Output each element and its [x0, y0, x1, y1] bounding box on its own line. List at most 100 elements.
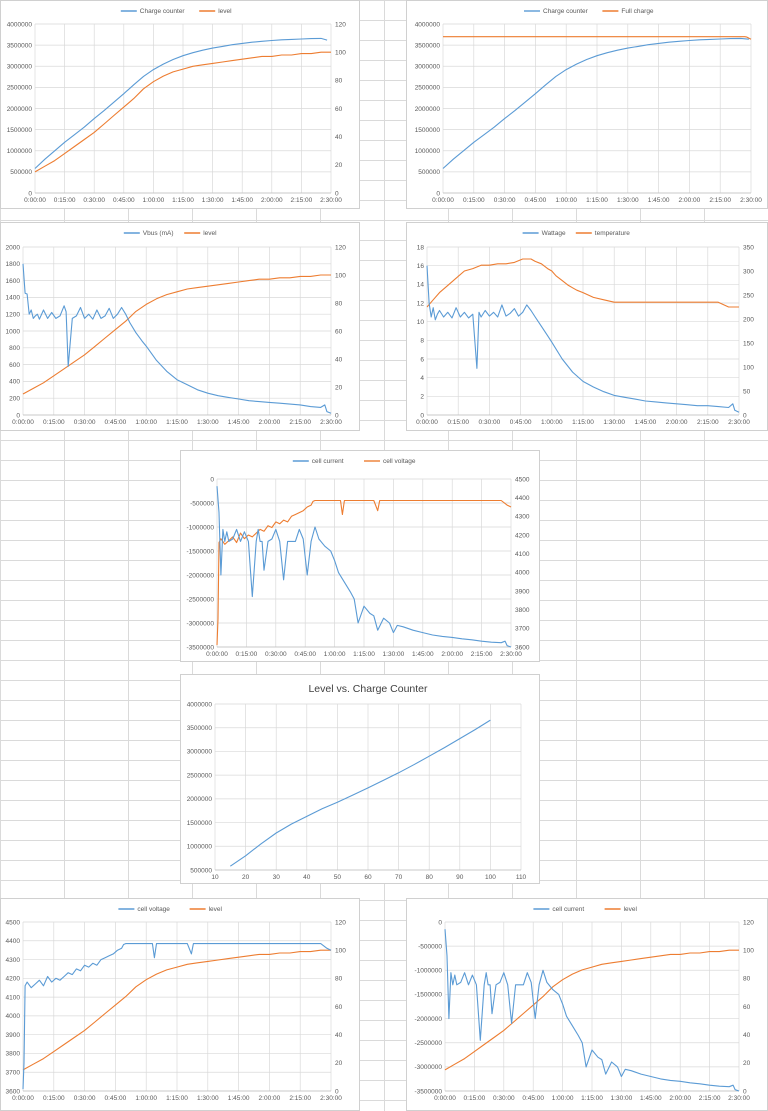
x-tick-label: 1:30:00	[197, 419, 219, 426]
series-line-charge-counter	[34, 37, 328, 169]
y-tick-label: 2000000	[187, 796, 213, 803]
y-tick-label: 3500000	[415, 42, 441, 49]
y2-tick-label: 4500	[515, 476, 530, 483]
y2-tick-label: 0	[743, 412, 747, 419]
x-tick-label: 2:15:00	[699, 1095, 721, 1102]
chart-panel-charge-counter-full-charge[interactable]: Charge counter Full charge 0 500000 1000000 1…	[406, 0, 768, 209]
y2-tick-label: 120	[335, 21, 346, 28]
x-tick-label: 1:45:00	[228, 1095, 250, 1102]
y-tick-label: 1200	[6, 312, 21, 319]
y2-tick-label: 100	[335, 49, 346, 56]
y-tick-label: 2000000	[7, 106, 33, 113]
x-tick-label: 2:00:00	[679, 197, 701, 204]
chart-panel-vbus-level[interactable]: Vbus (mA) level 0 200 400 600 800 1000 1200 1400 1…	[0, 222, 360, 431]
x-tick-label: 2:30:00	[728, 1095, 750, 1102]
series-line-cell-voltage	[22, 943, 332, 1090]
series-line-level	[22, 949, 331, 1071]
y2-tick-label: 4300	[515, 514, 530, 521]
y2-tick-label: 3900	[515, 588, 530, 595]
y2-tick-label: 4200	[515, 532, 530, 539]
x-tick-label: 1:00:00	[324, 651, 346, 658]
x-tick-label: 0:00:00	[12, 1095, 34, 1102]
x-tick-label: 1:30:00	[611, 1095, 633, 1102]
x-tick-label: 0:15:00	[43, 1095, 65, 1102]
x-tick-label: 0:45:00	[113, 197, 135, 204]
y2-tick-label: 350	[743, 244, 754, 251]
y-tick-label: 3500000	[187, 725, 213, 732]
chart-panel-wattage-temperature[interactable]: Wattage temperature 0 2 4 6 8 10 12 14 16 18 0 50 100 1…	[406, 222, 768, 431]
y-tick-label: 3700	[6, 1070, 21, 1077]
x-tick-label: 100	[485, 874, 496, 881]
x-tick-label: 2:30:00	[728, 419, 750, 426]
series-line-vbus-ma-	[22, 263, 332, 414]
y2-tick-label: 200	[743, 316, 754, 323]
chart-svg: cell current level -3500000 -3000000 -250000…	[415, 906, 755, 1102]
chart-svg: Wattage temperature 0 2 4 6 8 10 12 14 16 18 0 50 100 1…	[416, 230, 754, 426]
y-tick-label: 1000	[6, 328, 21, 335]
x-tick-label: 1:30:00	[202, 197, 224, 204]
y-tick-label: 4000000	[7, 21, 33, 28]
y-tick-label: 4	[420, 375, 424, 382]
y-tick-label: 4100	[6, 994, 21, 1001]
x-tick-label: 1:45:00	[412, 651, 434, 658]
chart-svg: Charge counter level 0 500000 1000000 1500000…	[7, 8, 347, 204]
legend-label: cell voltage	[383, 458, 416, 465]
x-tick-label: 60	[364, 874, 372, 881]
x-tick-label: 10	[211, 874, 219, 881]
chart-svg: Vbus (mA) level02004006008001000120014001…	[6, 230, 347, 426]
x-tick-label: 2:15:00	[289, 419, 311, 426]
legend-label: temperature	[595, 230, 630, 237]
x-tick-label: 1:30:00	[617, 197, 639, 204]
x-tick-label: 2:30:00	[320, 197, 342, 204]
y2-tick-label: 4100	[515, 551, 530, 558]
y-tick-label: 0	[436, 190, 440, 197]
x-tick-label: 0:30:00	[479, 419, 501, 426]
legend-label: Charge counter	[140, 8, 186, 15]
chart-panel-level-vs-charge-counter[interactable]: Level vs. Charge Counter 500000 1000000 150…	[180, 674, 540, 884]
legend-label: level	[624, 906, 638, 913]
x-tick-label: 1:15:00	[166, 1095, 188, 1102]
x-tick-label: 0:45:00	[525, 197, 547, 204]
x-tick-label: 0:45:00	[294, 651, 316, 658]
y-tick-label: -2500000	[187, 596, 215, 603]
y-tick-label: 2000000	[415, 106, 441, 113]
x-tick-label: 2:15:00	[697, 419, 719, 426]
y-tick-label: 4500	[6, 919, 21, 926]
x-tick-label: 0:30:00	[494, 197, 516, 204]
y2-tick-label: 20	[335, 1060, 343, 1067]
x-tick-label: 0:00:00	[24, 197, 46, 204]
y-tick-label: -1500000	[187, 548, 215, 555]
legend-label: Vbus (mA)	[143, 230, 174, 237]
chart-panel-cell-current-level[interactable]: cell current level -3500000 -3000000 -250000…	[406, 898, 768, 1111]
x-tick-label: 0:15:00	[236, 651, 258, 658]
x-tick-label: 0:00:00	[432, 197, 454, 204]
y2-tick-label: 100	[743, 364, 754, 371]
y2-tick-label: 20	[335, 162, 343, 169]
x-tick-label: 0:00:00	[434, 1095, 456, 1102]
chart-panel-cell-voltage-level[interactable]: cell voltage level 3600 3700 3800 3900 4000 410…	[0, 898, 360, 1111]
x-tick-label: 2:00:00	[259, 1095, 281, 1102]
legend-label: level	[218, 8, 232, 15]
y-tick-label: 500000	[10, 169, 32, 176]
y2-tick-label: 80	[335, 78, 343, 85]
y2-tick-label: 60	[335, 106, 343, 113]
x-tick-label: 2:00:00	[669, 1095, 691, 1102]
y2-tick-label: 80	[743, 976, 751, 983]
y-tick-label: 1600	[6, 278, 21, 285]
y-tick-label: 1000000	[7, 148, 33, 155]
chart-panel-charge-counter-level[interactable]: Charge counter level 0 500000 1000000 1500000…	[0, 0, 360, 209]
y2-tick-label: 3600	[515, 644, 530, 651]
x-tick-label: 70	[395, 874, 403, 881]
y-tick-label: 14	[417, 282, 425, 289]
chart-panel-cell-current-voltage[interactable]: cell current cell voltage -3500000 -3000000…	[180, 450, 540, 662]
x-tick-label: 2:30:00	[320, 1095, 342, 1102]
y2-tick-label: 120	[335, 919, 346, 926]
x-tick-label: 1:45:00	[635, 419, 657, 426]
y-tick-label: 0	[16, 412, 20, 419]
y-tick-label: -1000000	[187, 524, 215, 531]
series-line-cell-current	[216, 486, 512, 648]
y-tick-label: 0	[28, 190, 32, 197]
series-line-level	[444, 949, 739, 1071]
legend-label: cell current	[552, 906, 584, 913]
chart-svg: cell current cell voltage -3500000 -3000000…	[187, 458, 530, 658]
